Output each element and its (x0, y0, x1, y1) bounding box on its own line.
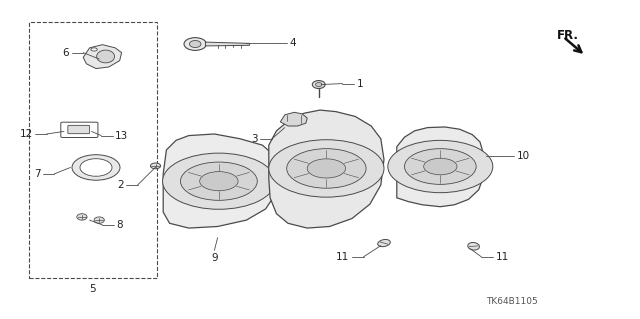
Ellipse shape (184, 38, 206, 50)
Circle shape (307, 159, 346, 178)
Text: 7: 7 (34, 169, 40, 179)
Circle shape (269, 140, 384, 197)
Circle shape (287, 149, 366, 188)
Text: 11: 11 (495, 252, 509, 262)
Text: 5: 5 (90, 284, 96, 294)
FancyBboxPatch shape (68, 125, 90, 134)
Ellipse shape (312, 80, 325, 89)
Text: FR.: FR. (557, 29, 579, 41)
Ellipse shape (468, 242, 479, 250)
Circle shape (163, 153, 275, 209)
Ellipse shape (97, 50, 115, 63)
Text: 10: 10 (516, 151, 530, 161)
Polygon shape (269, 110, 384, 228)
Polygon shape (83, 45, 122, 69)
Polygon shape (205, 42, 250, 46)
Bar (29, 22, 157, 278)
Text: 9: 9 (211, 253, 218, 263)
Text: 12: 12 (19, 129, 33, 139)
Circle shape (200, 172, 238, 191)
Text: 3: 3 (252, 134, 258, 144)
Circle shape (424, 158, 457, 175)
Text: TK64B1105: TK64B1105 (486, 297, 538, 306)
Ellipse shape (77, 214, 87, 220)
Ellipse shape (72, 155, 120, 180)
Ellipse shape (189, 41, 201, 48)
Text: 4: 4 (289, 38, 296, 48)
Ellipse shape (91, 48, 97, 51)
Polygon shape (397, 127, 483, 207)
Ellipse shape (316, 83, 322, 87)
Circle shape (180, 162, 257, 200)
Polygon shape (280, 112, 307, 126)
Text: 1: 1 (356, 78, 363, 89)
Ellipse shape (94, 217, 104, 223)
Ellipse shape (378, 240, 390, 247)
Text: 6: 6 (63, 48, 69, 58)
Ellipse shape (150, 163, 161, 169)
Circle shape (404, 149, 476, 184)
Text: 2: 2 (117, 180, 124, 190)
Ellipse shape (80, 159, 112, 176)
Circle shape (388, 140, 493, 193)
Text: 11: 11 (336, 252, 349, 262)
Text: 13: 13 (115, 130, 129, 141)
Text: 8: 8 (116, 220, 123, 230)
Polygon shape (163, 134, 278, 228)
